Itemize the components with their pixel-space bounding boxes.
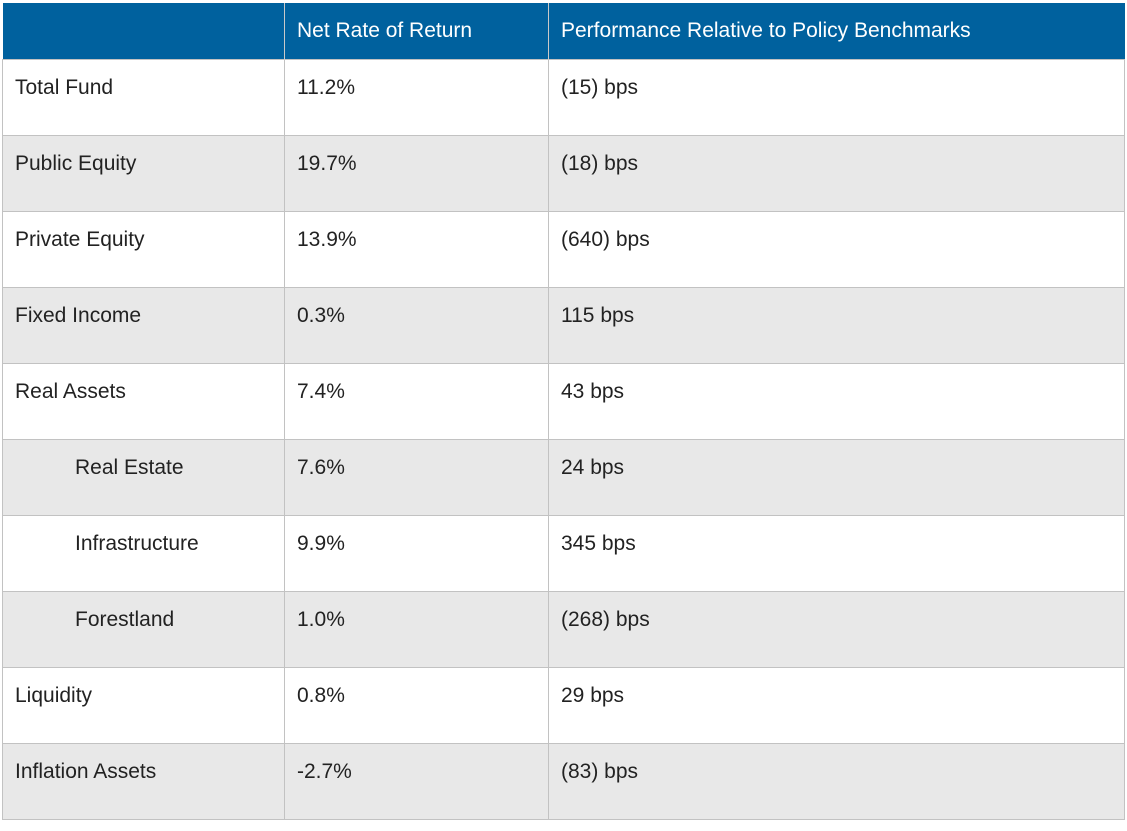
table-row: Fixed Income 0.3% 115 bps	[2, 287, 1125, 364]
asset-subclass-cell: Forestland	[2, 591, 285, 668]
table-row: Private Equity 13.9% (640) bps	[2, 211, 1125, 288]
performance-cell: (15) bps	[548, 59, 1125, 136]
returns-table: Net Rate of Return Performance Relative …	[2, 3, 1125, 820]
performance-cell: 43 bps	[548, 363, 1125, 440]
returns-table-container: Net Rate of Return Performance Relative …	[2, 3, 1125, 820]
asset-class-cell: Inflation Assets	[2, 743, 285, 820]
asset-class-cell: Public Equity	[2, 135, 285, 212]
net-rate-cell: 19.7%	[284, 135, 549, 212]
asset-class-cell: Fixed Income	[2, 287, 285, 364]
table-row: Total Fund 11.2% (15) bps	[2, 59, 1125, 136]
net-rate-cell: 0.8%	[284, 667, 549, 744]
net-rate-cell: 0.3%	[284, 287, 549, 364]
table-row: Liquidity 0.8% 29 bps	[2, 667, 1125, 744]
table-row: Real Estate 7.6% 24 bps	[2, 439, 1125, 516]
asset-subclass-cell: Infrastructure	[2, 515, 285, 592]
header-performance: Performance Relative to Policy Benchmark…	[548, 3, 1125, 60]
net-rate-cell: 7.4%	[284, 363, 549, 440]
header-net-rate: Net Rate of Return	[284, 3, 549, 60]
net-rate-cell: 9.9%	[284, 515, 549, 592]
asset-class-cell: Real Assets	[2, 363, 285, 440]
table-header-row: Net Rate of Return Performance Relative …	[2, 3, 1125, 60]
net-rate-cell: 11.2%	[284, 59, 549, 136]
table-row: Forestland 1.0% (268) bps	[2, 591, 1125, 668]
performance-cell: 345 bps	[548, 515, 1125, 592]
asset-class-cell: Liquidity	[2, 667, 285, 744]
net-rate-cell: -2.7%	[284, 743, 549, 820]
performance-cell: (83) bps	[548, 743, 1125, 820]
table-row: Inflation Assets -2.7% (83) bps	[2, 743, 1125, 820]
performance-cell: 24 bps	[548, 439, 1125, 516]
asset-subclass-cell: Real Estate	[2, 439, 285, 516]
net-rate-cell: 7.6%	[284, 439, 549, 516]
performance-cell: (18) bps	[548, 135, 1125, 212]
performance-cell: (268) bps	[548, 591, 1125, 668]
performance-cell: 115 bps	[548, 287, 1125, 364]
header-asset-class	[2, 3, 285, 60]
table-row: Infrastructure 9.9% 345 bps	[2, 515, 1125, 592]
asset-class-cell: Private Equity	[2, 211, 285, 288]
net-rate-cell: 13.9%	[284, 211, 549, 288]
performance-cell: 29 bps	[548, 667, 1125, 744]
net-rate-cell: 1.0%	[284, 591, 549, 668]
table-row: Public Equity 19.7% (18) bps	[2, 135, 1125, 212]
table-row: Real Assets 7.4% 43 bps	[2, 363, 1125, 440]
asset-class-cell: Total Fund	[2, 59, 285, 136]
performance-cell: (640) bps	[548, 211, 1125, 288]
